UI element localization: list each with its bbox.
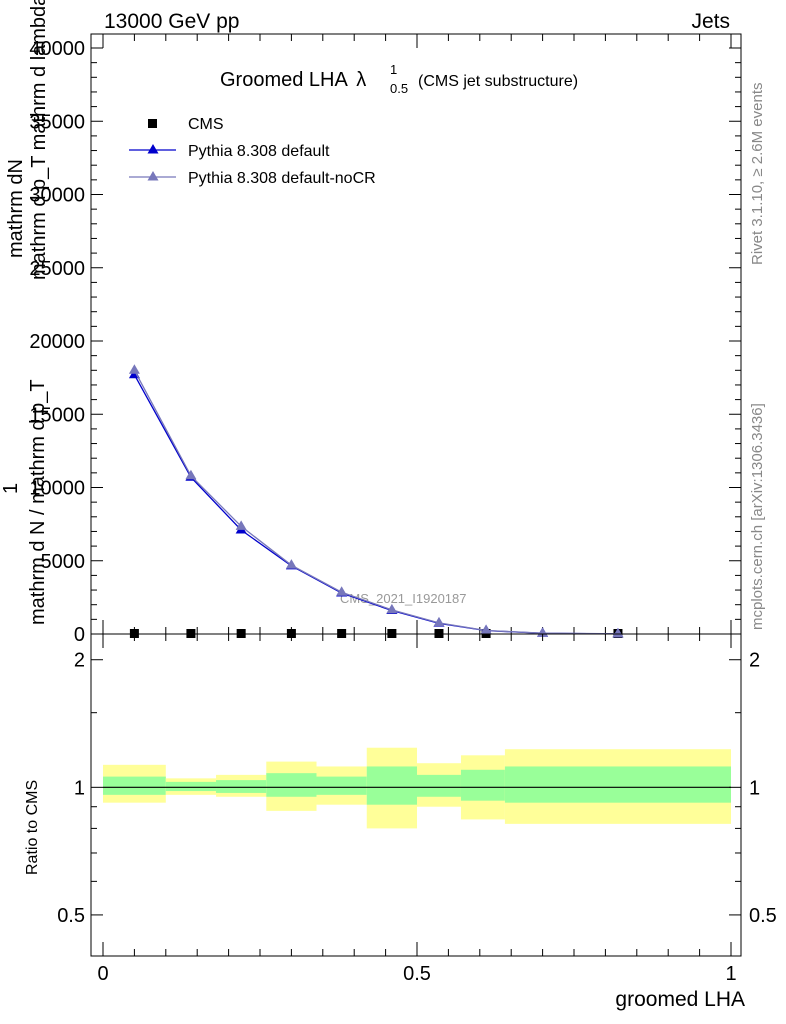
- legend-default-marker: [147, 144, 159, 154]
- x-axis-title: groomed LHA: [615, 988, 745, 1011]
- ratio-inner-band: [504, 766, 731, 803]
- main-y-tick-label: 5000: [41, 551, 86, 573]
- legend-cms-label: CMS: [188, 116, 224, 133]
- title-subscript: 0.5: [390, 81, 408, 96]
- main-y-tick-label: 35000: [29, 111, 85, 133]
- main-y-tick-label: 15000: [29, 404, 85, 426]
- series-2-point: [480, 624, 492, 634]
- main-y-tick-label: 20000: [29, 331, 85, 353]
- rivet-version-label: Rivet 3.1.10, ≥ 2.6M events: [749, 83, 766, 266]
- ratio-y-tick-label: 1: [74, 777, 85, 799]
- ratio-y-tick-label: 2: [74, 650, 85, 672]
- ratio-plot-frame: [90, 633, 742, 957]
- y-axis-title-line-4: mathrm d N / mathrm d p_T: [27, 379, 49, 625]
- ratio-inner-band: [417, 774, 461, 797]
- legend-default-label: Pythia 8.308 default: [188, 143, 330, 160]
- main-y-tick-label: 40000: [29, 38, 85, 60]
- ratio-inner-band: [216, 780, 267, 793]
- series-2-point: [386, 603, 398, 614]
- legend: CMS Pythia 8.308 default Pythia 8.308 de…: [129, 116, 376, 187]
- title-superscript: 1: [390, 62, 397, 77]
- ratio-y-tick-label-right: 0.5: [749, 905, 777, 927]
- series-2-point: [612, 627, 624, 638]
- main-y-tick-label: 30000: [29, 185, 85, 207]
- y-axis-title-line-3: 1: [0, 483, 22, 494]
- ratio-y-tick-label: 0.5: [57, 905, 85, 927]
- title-note: (CMS jet substructure): [418, 73, 578, 90]
- legend-nocr-label: Pythia 8.308 default-noCR: [188, 170, 376, 187]
- ratio-inner-band: [460, 769, 505, 801]
- ratio-plot-panel: 0.5 0.5 1 1 2 2 0 0.5 1 Ratio to CMS groomed LH…: [24, 633, 777, 1011]
- y-axis-title-line-1: mathrm dN: [5, 159, 27, 258]
- header-process-label: Jets: [691, 10, 730, 33]
- series-2-point: [235, 520, 247, 530]
- main-plot-title: Groomed LHA λ: [220, 69, 366, 91]
- ratio-inner-band: [266, 773, 317, 797]
- ratio-y-axis-title: Ratio to CMS: [24, 780, 41, 875]
- ratio-y-tick-label-right: 1: [749, 777, 760, 799]
- series-2-point: [128, 364, 140, 374]
- ratio-inner-band: [165, 781, 217, 792]
- ratio-inner-band: [316, 776, 367, 795]
- main-plot-panel: Groomed LHA λ 0.5 1 (CMS jet substructur…: [0, 0, 742, 646]
- legend-nocr-marker: [147, 171, 159, 181]
- main-y-axis-title: mathrm dN mathrm d p_T mathrm d lambda 1…: [0, 0, 50, 625]
- ratio-inner-band: [366, 766, 417, 805]
- y-axis-title-line-2: mathrm d p_T mathrm d lambda: [28, 0, 50, 280]
- x-tick-label: 0.5: [403, 963, 431, 985]
- x-tick-label: 0: [97, 963, 108, 985]
- series-2-point: [185, 469, 197, 480]
- x-tick-label: 1: [725, 963, 736, 985]
- series-2-point: [336, 586, 348, 596]
- ratio-y-tick-label-right: 2: [749, 650, 760, 672]
- main-y-tick-label: 0: [74, 624, 85, 646]
- series-line-2: [133, 369, 618, 635]
- mcplots-label: mcplots.cern.ch [arXiv:1306.3436]: [749, 403, 766, 630]
- series-2-point: [433, 616, 445, 627]
- header-energy-label: 13000 GeV pp: [104, 10, 239, 33]
- legend-cms-marker: [148, 119, 157, 128]
- series-2-point: [285, 559, 297, 569]
- main-y-tick-label: 10000: [29, 478, 85, 500]
- main-y-tick-label: 25000: [29, 258, 85, 280]
- ratio-inner-band: [103, 776, 166, 795]
